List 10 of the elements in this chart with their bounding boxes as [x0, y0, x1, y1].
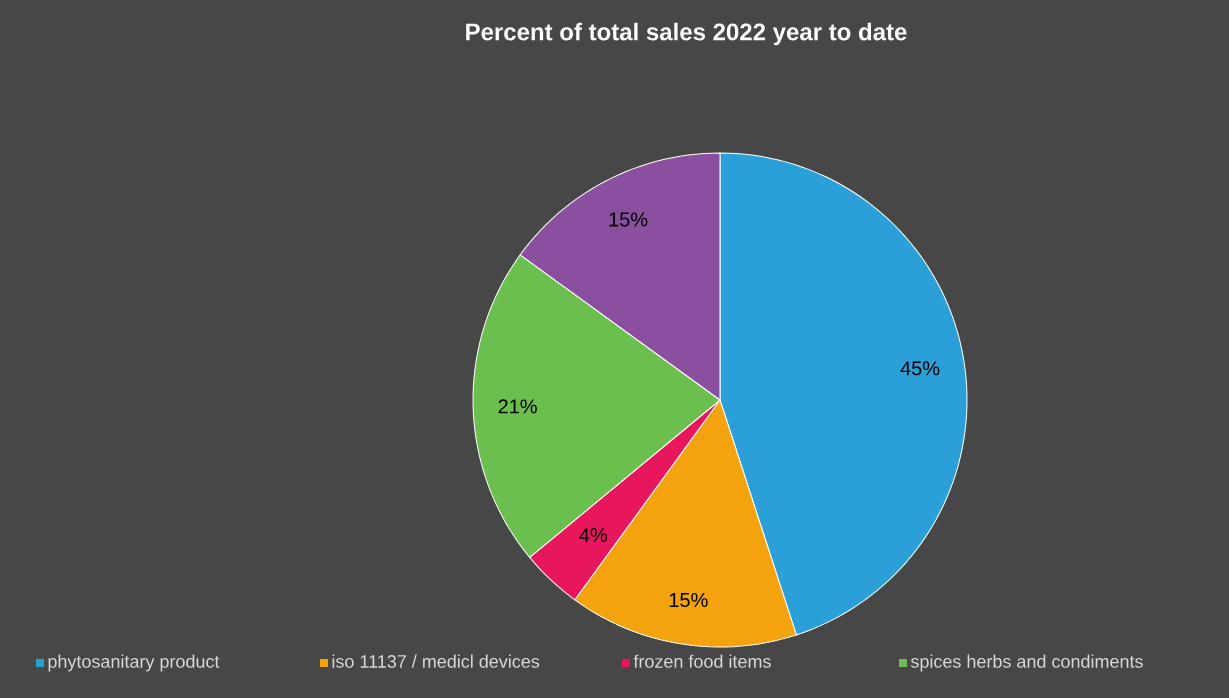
data-label: 15% [669, 592, 708, 608]
data-label: 45% [900, 361, 940, 376]
data-label: 21% [498, 399, 537, 414]
chart-title: Percent of total sales 2022 year to date [466, 22, 907, 46]
data-label: 15% [609, 212, 648, 227]
data-label: 4% [579, 528, 607, 543]
legend-label: phytosanitary product [48, 654, 220, 672]
legend-label: spices herbs and condiments [910, 654, 1143, 672]
legend-label: frozen food items [633, 654, 771, 668]
legend-label: iso 11137 / medicl devices [332, 654, 540, 668]
